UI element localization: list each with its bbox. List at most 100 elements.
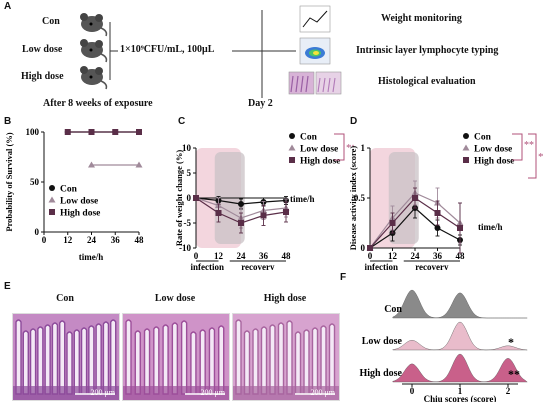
data-point <box>389 220 396 226</box>
day-text: Day 2 <box>248 98 273 109</box>
villus <box>277 322 285 395</box>
micrograph-low: 200 μm <box>122 313 230 401</box>
legend-label: High dose <box>60 209 100 219</box>
villus <box>243 330 251 395</box>
assay-weight: Weight monitoring <box>381 13 462 24</box>
y-tick-label: 0 <box>187 193 192 203</box>
legend-label: Low dose <box>60 197 98 207</box>
villus <box>29 328 37 395</box>
data-point <box>215 210 222 216</box>
weight-thumbnail <box>299 5 331 33</box>
y-axis-label: Disease activity index (score) <box>348 146 358 251</box>
villus <box>269 324 276 395</box>
panel-a-diagram <box>80 5 342 98</box>
villus <box>190 331 197 395</box>
micrograph-low-title: Low dose <box>154 293 196 304</box>
x-tick-label: 24 <box>237 251 247 261</box>
villus <box>143 328 151 395</box>
data-point <box>135 161 143 168</box>
villus <box>66 331 73 395</box>
panel-d-label: D <box>350 116 358 127</box>
micrograph-high-title: High dose <box>263 293 307 304</box>
villus <box>303 329 310 395</box>
villus <box>294 331 302 395</box>
y-axis-label: Rate of weight change (%) <box>174 150 184 246</box>
x-tick-label: 48 <box>282 251 292 261</box>
villus <box>134 330 141 395</box>
x-axis-label: time/h <box>290 194 315 204</box>
x-axis-label: time/h <box>79 252 104 262</box>
legend-marker <box>288 144 296 151</box>
phase-recovery: recovery <box>241 262 275 270</box>
significance-stars: ** <box>524 140 534 151</box>
group-con-label: Con <box>42 16 60 27</box>
mouse-icon-con <box>80 13 108 37</box>
significance-bracket <box>334 133 345 161</box>
scale-bar-low: 200 μm <box>200 388 225 397</box>
group-low-label: Low dose <box>22 44 63 55</box>
legend-label: Con <box>300 133 318 143</box>
assay-histology: Histological evaluation <box>378 76 476 87</box>
x-tick-label: 1 <box>458 386 463 396</box>
chart-d: 0 0.5 1 0 12 24 36 48 time/h Disease activity ind… <box>348 133 544 271</box>
x-tick-label: 48 <box>456 251 466 261</box>
x-tick-label: 36 <box>259 251 269 261</box>
ridge-label: Low dose <box>362 336 403 347</box>
legend-marker <box>48 196 56 203</box>
panel-f-label: F <box>340 272 347 283</box>
chart-f: Con Low dose * High dose ** 0 1 2 Chiu scores (s… <box>359 289 528 402</box>
data-point <box>238 220 244 226</box>
y-tick-label: -5 <box>184 218 192 228</box>
x-tick-label: 48 <box>135 235 145 245</box>
villus <box>252 328 259 395</box>
legend-marker <box>289 157 295 163</box>
legend-marker <box>49 209 55 215</box>
data-point <box>64 129 71 135</box>
x-tick-label: 36 <box>111 235 121 245</box>
data-point <box>283 209 289 215</box>
micrograph-con-title: Con <box>56 293 74 304</box>
y-tick-label: 100 <box>26 127 40 137</box>
y-tick-label: 0.5 <box>354 193 366 203</box>
villus <box>51 322 59 395</box>
histology-thumbnail <box>288 71 342 95</box>
x-tick-label: 12 <box>63 235 73 245</box>
y-tick-label: 10 <box>182 143 192 153</box>
mouse-icon-low <box>80 39 108 63</box>
villus <box>286 320 293 395</box>
panel-b-label: B <box>4 116 12 127</box>
ridge-significance: ** <box>508 367 520 381</box>
villus <box>260 326 268 395</box>
legend-marker <box>463 133 469 139</box>
significance-bracket <box>528 133 537 179</box>
significance-star: * <box>538 151 544 163</box>
data-point <box>412 195 418 201</box>
recovery-band <box>388 152 419 244</box>
villus <box>110 319 117 395</box>
data-point <box>367 245 373 251</box>
x-tick-label: 0 <box>368 251 373 261</box>
legend-marker <box>49 185 55 191</box>
submucosa <box>123 386 229 400</box>
chart-b: 0 50 100 0 12 24 36 48 time/h Probability of Surv… <box>4 127 145 262</box>
legend-label: Low dose <box>300 145 338 155</box>
data-point <box>136 129 142 135</box>
villus <box>199 329 206 395</box>
villus <box>208 327 216 395</box>
villus <box>95 323 102 395</box>
y-tick-label: 50 <box>30 177 40 187</box>
ridge-2 <box>392 353 528 383</box>
chart-c: -10 -5 0 5 10 0 12 24 36 48 time/h Rate of weight c… <box>174 133 354 271</box>
ridge-0 <box>392 289 528 319</box>
x-tick-label: 36 <box>433 251 443 261</box>
panel-e-label: E <box>4 281 11 292</box>
legend-label: High dose <box>300 157 340 167</box>
villus <box>88 325 95 395</box>
x-axis-label: Chiu scores (score) <box>424 394 497 402</box>
y-tick-label: 0 <box>361 243 366 253</box>
phase-infection: infection <box>365 262 399 270</box>
data-point <box>260 212 267 219</box>
group-high-label: High dose <box>21 71 64 82</box>
ridge-label: Con <box>384 304 402 315</box>
y-tick-label: 1 <box>361 143 366 153</box>
